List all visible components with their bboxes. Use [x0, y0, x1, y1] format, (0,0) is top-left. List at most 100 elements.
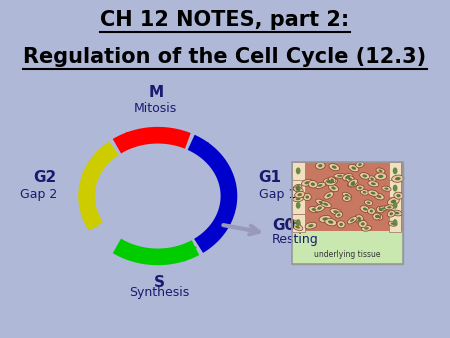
Ellipse shape — [293, 221, 297, 224]
Ellipse shape — [332, 166, 337, 169]
Ellipse shape — [355, 215, 363, 222]
Ellipse shape — [317, 207, 322, 210]
Ellipse shape — [392, 210, 402, 216]
Ellipse shape — [392, 175, 404, 182]
Ellipse shape — [368, 208, 375, 214]
Ellipse shape — [363, 191, 366, 194]
FancyBboxPatch shape — [389, 214, 401, 232]
Ellipse shape — [345, 194, 349, 197]
Ellipse shape — [324, 192, 333, 199]
Ellipse shape — [347, 181, 358, 187]
FancyBboxPatch shape — [292, 231, 403, 264]
Ellipse shape — [384, 188, 388, 190]
Ellipse shape — [360, 173, 370, 179]
Ellipse shape — [330, 209, 342, 215]
Ellipse shape — [396, 194, 400, 197]
Ellipse shape — [349, 164, 359, 172]
Ellipse shape — [328, 177, 336, 183]
Ellipse shape — [361, 222, 365, 225]
Ellipse shape — [339, 223, 343, 226]
Ellipse shape — [290, 220, 300, 226]
Ellipse shape — [293, 196, 303, 202]
Ellipse shape — [356, 161, 364, 168]
Ellipse shape — [379, 208, 382, 211]
Ellipse shape — [306, 195, 309, 199]
Ellipse shape — [342, 192, 351, 198]
Text: Gap 1: Gap 1 — [259, 188, 296, 201]
Ellipse shape — [302, 179, 313, 186]
Ellipse shape — [325, 218, 337, 226]
Ellipse shape — [361, 226, 372, 231]
Ellipse shape — [387, 211, 395, 217]
Ellipse shape — [382, 208, 386, 210]
Ellipse shape — [371, 192, 375, 195]
Ellipse shape — [296, 202, 301, 209]
Ellipse shape — [362, 174, 367, 177]
Ellipse shape — [295, 225, 300, 228]
Ellipse shape — [305, 181, 310, 184]
FancyBboxPatch shape — [389, 162, 401, 180]
Ellipse shape — [342, 174, 353, 181]
Ellipse shape — [296, 185, 301, 192]
Ellipse shape — [335, 212, 343, 218]
Ellipse shape — [331, 187, 336, 190]
Text: M: M — [148, 85, 163, 100]
Ellipse shape — [376, 206, 385, 213]
Ellipse shape — [382, 186, 391, 191]
Ellipse shape — [364, 200, 373, 206]
Ellipse shape — [331, 178, 334, 181]
Ellipse shape — [316, 199, 326, 206]
Ellipse shape — [309, 207, 319, 213]
Ellipse shape — [351, 183, 355, 186]
Ellipse shape — [379, 206, 388, 211]
Ellipse shape — [303, 193, 311, 201]
Ellipse shape — [296, 198, 301, 200]
FancyBboxPatch shape — [292, 162, 403, 231]
Text: Gap 2: Gap 2 — [20, 188, 57, 201]
Ellipse shape — [337, 214, 341, 216]
Ellipse shape — [357, 217, 361, 220]
Ellipse shape — [314, 204, 325, 212]
Ellipse shape — [329, 164, 340, 171]
Ellipse shape — [295, 191, 305, 198]
Ellipse shape — [326, 178, 338, 186]
Ellipse shape — [319, 215, 331, 222]
Ellipse shape — [393, 219, 397, 226]
FancyBboxPatch shape — [292, 162, 403, 264]
Ellipse shape — [391, 199, 396, 203]
Ellipse shape — [318, 164, 323, 167]
Text: G1: G1 — [259, 170, 282, 185]
Ellipse shape — [345, 197, 349, 200]
Ellipse shape — [363, 208, 367, 211]
Ellipse shape — [324, 178, 334, 185]
Text: Regulation of the Cell Cycle (12.3): Regulation of the Cell Cycle (12.3) — [23, 47, 427, 67]
Ellipse shape — [346, 176, 354, 183]
Ellipse shape — [364, 227, 369, 230]
Ellipse shape — [296, 219, 301, 226]
Ellipse shape — [315, 183, 326, 188]
FancyBboxPatch shape — [292, 179, 305, 197]
Ellipse shape — [305, 222, 317, 229]
Ellipse shape — [328, 220, 333, 224]
Ellipse shape — [296, 188, 301, 191]
Ellipse shape — [293, 187, 303, 192]
Ellipse shape — [347, 217, 357, 224]
Ellipse shape — [389, 212, 393, 215]
Text: underlying tissue: underlying tissue — [315, 250, 381, 259]
Ellipse shape — [368, 181, 379, 187]
FancyBboxPatch shape — [292, 196, 305, 214]
Ellipse shape — [327, 194, 331, 197]
Ellipse shape — [395, 212, 399, 214]
Ellipse shape — [388, 221, 397, 226]
Ellipse shape — [358, 163, 362, 166]
Ellipse shape — [373, 213, 381, 220]
Ellipse shape — [368, 176, 376, 182]
Text: Resting: Resting — [272, 233, 319, 246]
Ellipse shape — [292, 223, 303, 231]
Ellipse shape — [342, 195, 351, 201]
Ellipse shape — [387, 197, 399, 206]
Ellipse shape — [333, 210, 338, 213]
Ellipse shape — [323, 217, 328, 220]
Text: G0: G0 — [272, 218, 295, 233]
Ellipse shape — [346, 175, 350, 179]
